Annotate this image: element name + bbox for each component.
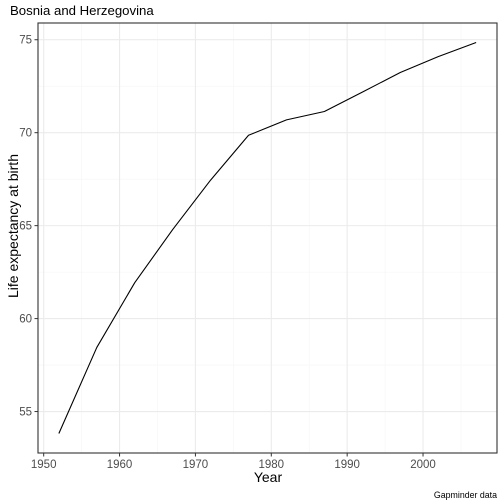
panel-border [37,22,498,454]
major-grid [38,23,497,453]
series-layer [58,42,477,434]
y-tick-label: 75 [19,35,32,47]
x-axis-ticks: 1950 1960 1970 1980 1990 2000 [31,453,436,471]
y-axis-label: Life expectancy at birth [5,154,21,298]
caption: Gapminder data [434,490,497,500]
x-tick-label: 2000 [410,459,436,471]
x-axis-label: Year [254,469,283,485]
x-tick-label: 1970 [183,459,209,471]
y-axis-ticks: 55 60 65 70 75 [19,35,38,419]
series-line [58,42,477,434]
minor-grid [38,23,497,453]
y-tick-label: 65 [19,221,32,233]
y-tick-label: 70 [19,128,32,140]
x-tick-label: 1950 [31,459,57,471]
x-tick-label: 1960 [107,459,133,471]
y-tick-label: 55 [19,407,32,419]
chart-title: Bosnia and Herzegovina [10,3,154,18]
x-tick-label: 1990 [334,459,360,471]
y-tick-label: 60 [19,314,32,326]
x-tick-label: 1980 [258,459,284,471]
